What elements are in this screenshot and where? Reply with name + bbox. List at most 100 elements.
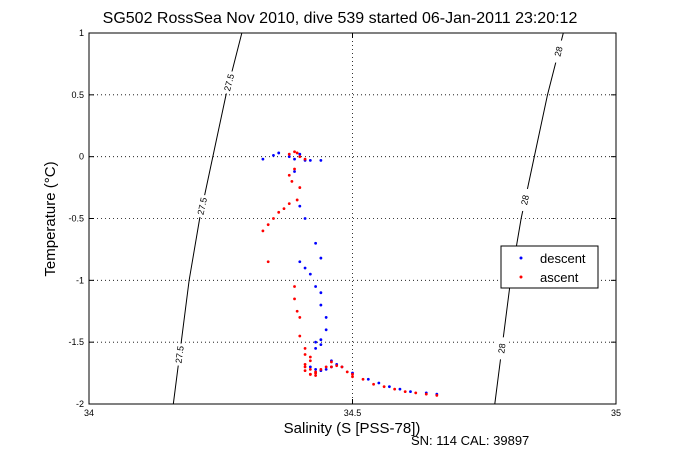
y-tick-label: -1 [76, 275, 84, 285]
point-ascent [282, 207, 286, 211]
contour-label-bg [174, 343, 185, 366]
contour-label-bg [553, 40, 564, 63]
point-descent [324, 328, 328, 332]
point-ascent [303, 346, 307, 350]
point-descent [272, 154, 275, 157]
contour-label: 28 [552, 45, 564, 57]
point-ascent [382, 385, 386, 389]
point-ascent [266, 260, 270, 264]
point-ascent [298, 186, 302, 189]
footer-serial-cal: SN: 114 CAL: 39897 [411, 433, 529, 448]
point-descent [303, 217, 307, 220]
point-ascent [424, 392, 428, 396]
point-descent [298, 152, 302, 156]
point-ascent [298, 316, 302, 319]
point-ascent [287, 173, 291, 177]
y-tick-label: -1.5 [68, 337, 84, 347]
legend: descent ascent [500, 245, 599, 289]
point-ascent [295, 198, 299, 202]
y-tick-label: 1 [79, 28, 84, 38]
contour-label: 27.5 [196, 197, 209, 216]
point-descent [303, 266, 307, 270]
point-ascent [361, 377, 365, 381]
point-descent [319, 338, 323, 342]
point-ascent [308, 355, 312, 359]
point-descent [314, 340, 318, 344]
legend-marker-ascent [519, 275, 523, 279]
contour-label: 27.5 [174, 345, 186, 364]
point-ascent [314, 370, 318, 374]
point-descent [319, 303, 323, 307]
point-ascent [295, 151, 299, 155]
point-ascent [308, 367, 312, 371]
contour-label: 27.5 [222, 73, 236, 92]
point-ascent [303, 365, 307, 369]
y-tick-label: -0.5 [68, 214, 84, 224]
axis-ticks: 34 34.5 35 -2 -1.5 -1 -0.5 0 0.5 1 [68, 28, 621, 418]
point-ascent [303, 363, 307, 366]
point-descent [314, 285, 318, 288]
point-ascent [261, 229, 265, 233]
contour-label-bg [197, 195, 208, 218]
point-ascent [351, 372, 354, 376]
point-descent [366, 377, 370, 381]
density-contours: 27.5 27.5 27.5 28 28 28 [172, 32, 565, 405]
contour-label-bg [520, 188, 531, 211]
point-descent [308, 365, 312, 369]
plot-frame [88, 32, 617, 405]
point-descent [314, 367, 318, 371]
point-ascent [330, 365, 333, 369]
point-descent [319, 343, 323, 347]
point-descent [298, 260, 302, 264]
point-descent [261, 157, 265, 161]
point-descent [387, 385, 391, 389]
point-ascent [324, 365, 328, 369]
point-ascent [335, 364, 339, 368]
legend-box [500, 245, 599, 289]
y-tick-label: -2 [76, 399, 84, 409]
x-axis-label: Salinity (S [PSS-78]) [284, 420, 421, 437]
legend-label-descent: descent [540, 251, 586, 266]
point-descent [319, 291, 323, 295]
point-descent [287, 155, 291, 159]
x-tick-label: 35 [611, 408, 621, 418]
contour-label: 28 [496, 343, 507, 354]
y-axis-label: Temperature (°C) [42, 161, 59, 276]
point-ascent [435, 393, 439, 397]
point-ascent [293, 285, 296, 288]
point-ascent [351, 375, 354, 379]
y-tick-label: 0.5 [71, 90, 84, 100]
point-descent [377, 381, 381, 385]
point-ascent [403, 390, 407, 394]
point-ascent [287, 202, 291, 206]
point-ascent [272, 217, 275, 220]
point-ascent [414, 391, 418, 395]
point-descent [293, 170, 296, 173]
point-ascent [393, 387, 397, 391]
point-ascent [303, 353, 307, 356]
point-descent [324, 367, 328, 371]
x-tick-label: 34 [84, 408, 94, 418]
point-ascent [372, 382, 375, 386]
point-ascent [319, 367, 323, 371]
point-ascent [308, 359, 312, 363]
point-descent [308, 272, 312, 276]
x-tick-label: 34.5 [344, 408, 362, 418]
legend-marker-descent [519, 256, 523, 260]
chart-title: SG502 RossSea Nov 2010, dive 539 started… [103, 10, 578, 27]
point-ascent [314, 374, 318, 377]
data-points [261, 150, 439, 397]
point-ascent [303, 157, 307, 161]
point-descent [314, 241, 318, 245]
contour-label: 28 [519, 194, 531, 206]
point-ascent [308, 372, 312, 376]
contour-label-bg [224, 71, 235, 94]
contour-line [172, 32, 243, 405]
contour-label-bg [496, 337, 507, 360]
point-ascent [303, 369, 307, 373]
y-tick-label: 0 [79, 152, 84, 162]
point-ascent [298, 155, 302, 159]
point-descent [298, 204, 302, 208]
point-descent [277, 151, 281, 155]
